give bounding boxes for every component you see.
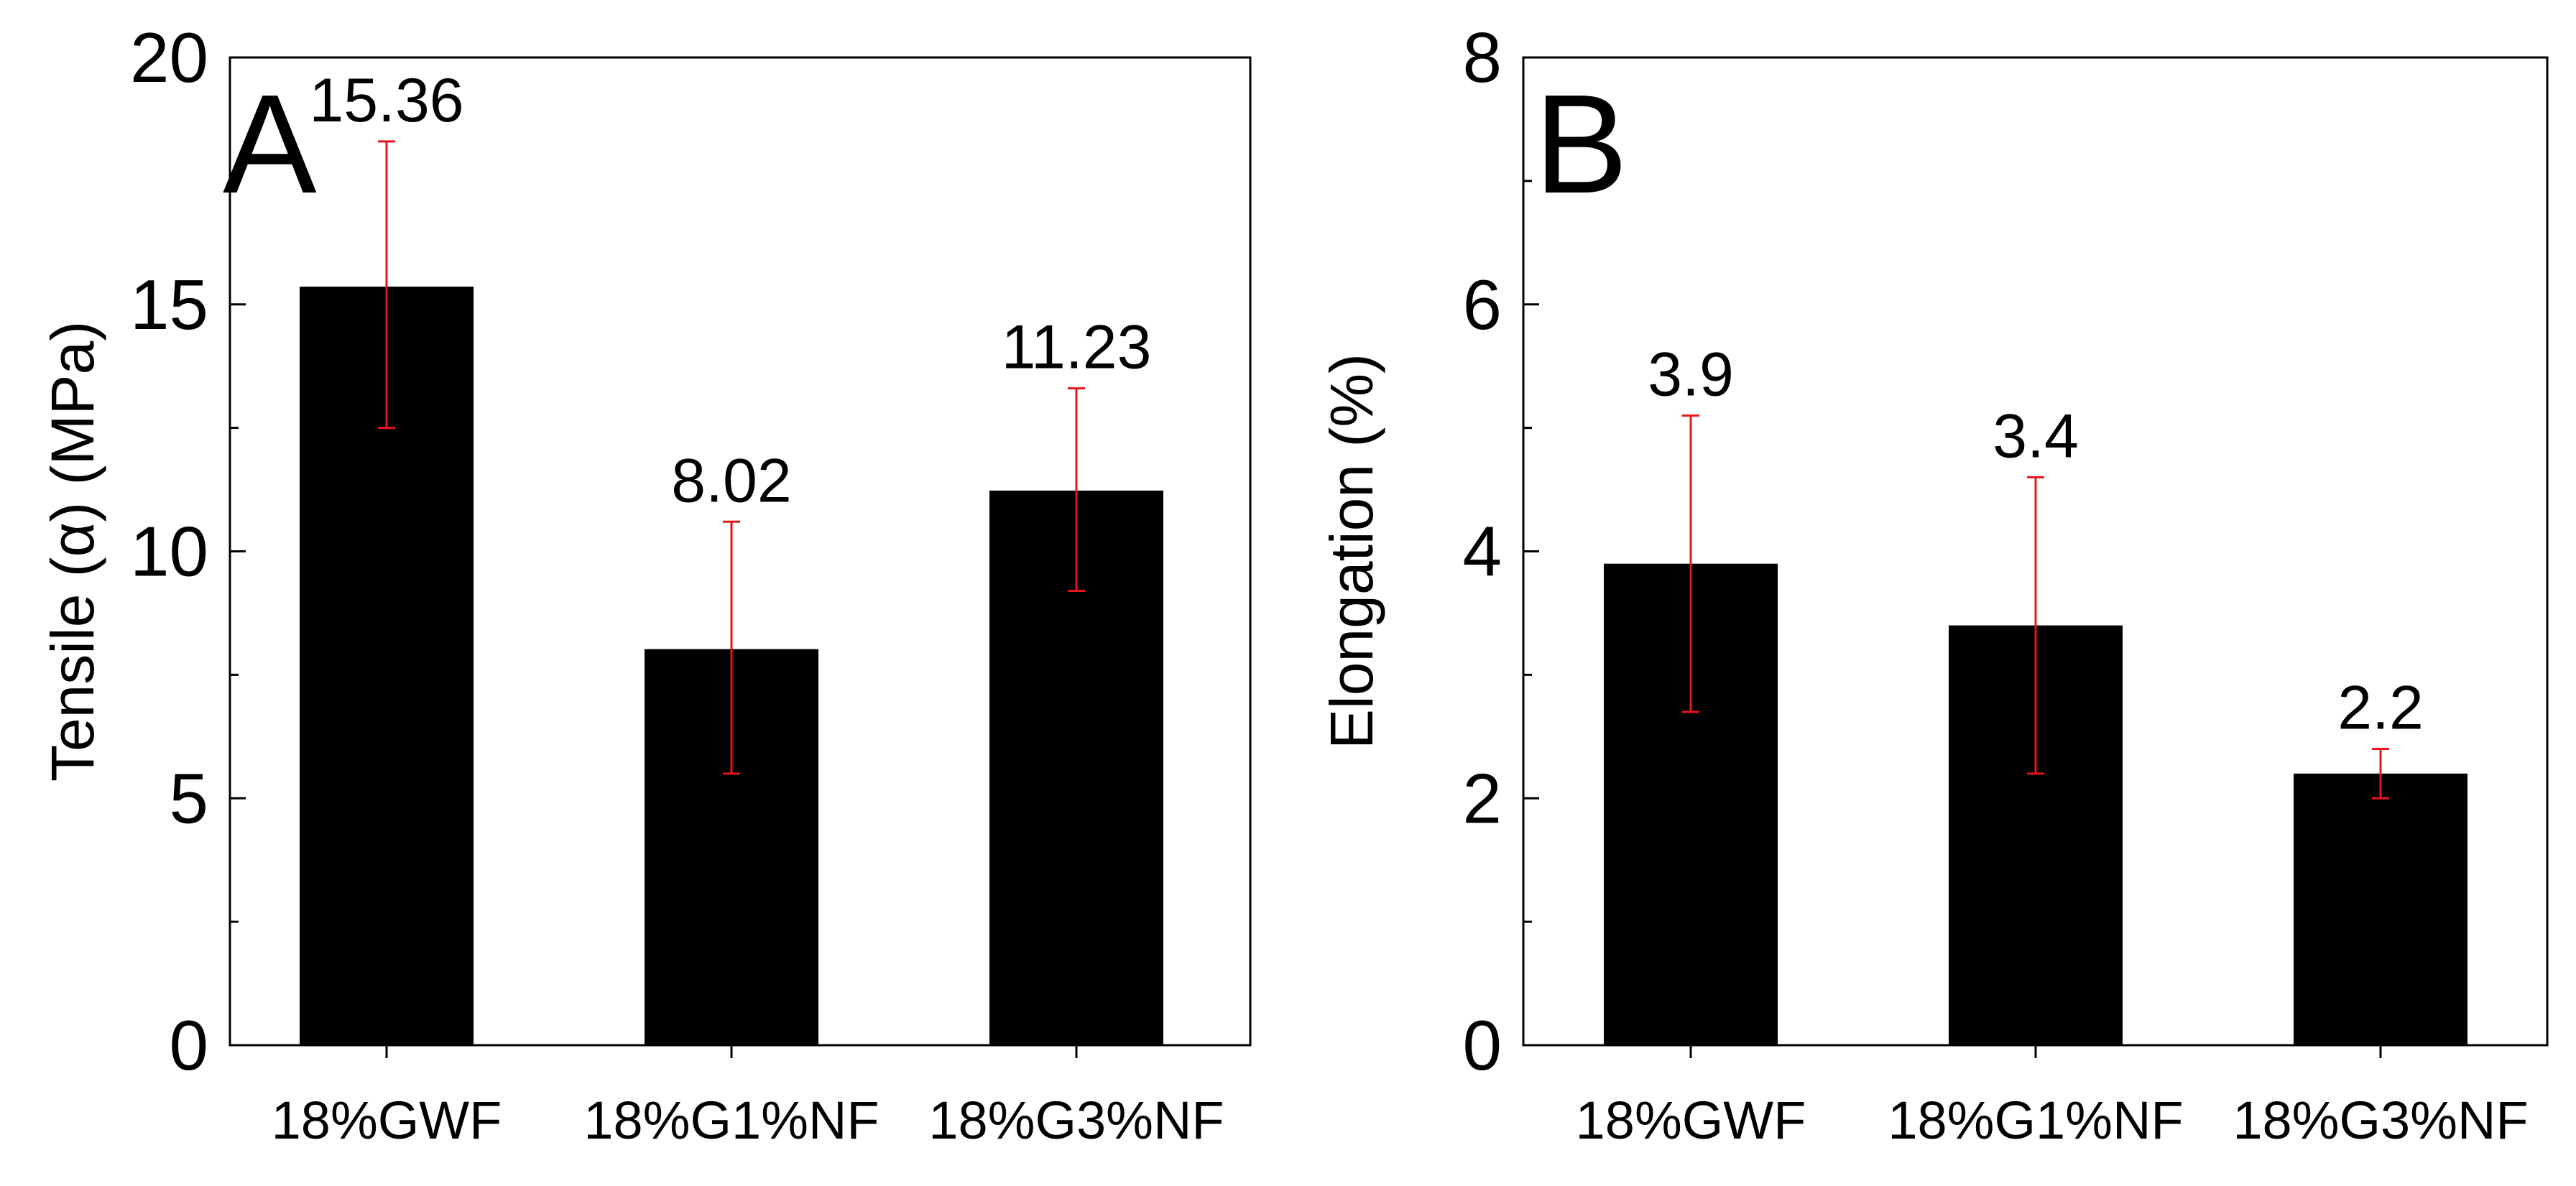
panel-letter: B	[1534, 65, 1628, 223]
y-tick-label: 2	[1462, 759, 1502, 838]
data-label: 15.36	[309, 66, 463, 135]
data-label: 2.2	[2337, 674, 2424, 743]
y-tick-label: 5	[169, 759, 208, 838]
x-tick-label: 18%G3%NF	[928, 1090, 1224, 1150]
y-tick-label: 15	[130, 265, 208, 344]
data-label: 3.4	[1993, 402, 2079, 471]
y-tick-label: 0	[1462, 1006, 1502, 1085]
x-tick-label: 18%G1%NF	[583, 1090, 879, 1150]
x-tick-label: 18%GWF	[272, 1090, 502, 1150]
y-tick-label: 20	[130, 18, 208, 97]
y-axis-title: Tensile (α) (MPa)	[39, 321, 106, 782]
y-axis-title: Elongation (%)	[1318, 353, 1385, 749]
y-tick-label: 6	[1462, 265, 1502, 344]
x-tick-label: 18%GWF	[1576, 1090, 1806, 1150]
chart-panel-a: 15.36 18%GWF 8.02 18%G1%NF 11.23 18%G3%NF 0 5 10…	[39, 18, 1252, 1150]
y-tick-label: 8	[1462, 18, 1502, 97]
data-label: 3.9	[1648, 340, 1734, 409]
y-tick-label: 4	[1462, 512, 1502, 591]
chart-panel-b: 3.9 18%GWF 3.4 18%G1%NF 2.2 18%G3%NF 0 2 4 6 8 Elon…	[1318, 18, 2549, 1150]
data-label: 8.02	[671, 446, 791, 515]
bar	[2294, 773, 2467, 1045]
y-tick-label: 0	[169, 1006, 208, 1085]
data-label: 11.23	[1002, 313, 1152, 382]
panel-letter: A	[223, 65, 317, 223]
x-tick-label: 18%G3%NF	[2233, 1090, 2528, 1150]
y-tick-label: 10	[130, 512, 208, 591]
x-tick-label: 18%G1%NF	[1888, 1090, 2183, 1150]
